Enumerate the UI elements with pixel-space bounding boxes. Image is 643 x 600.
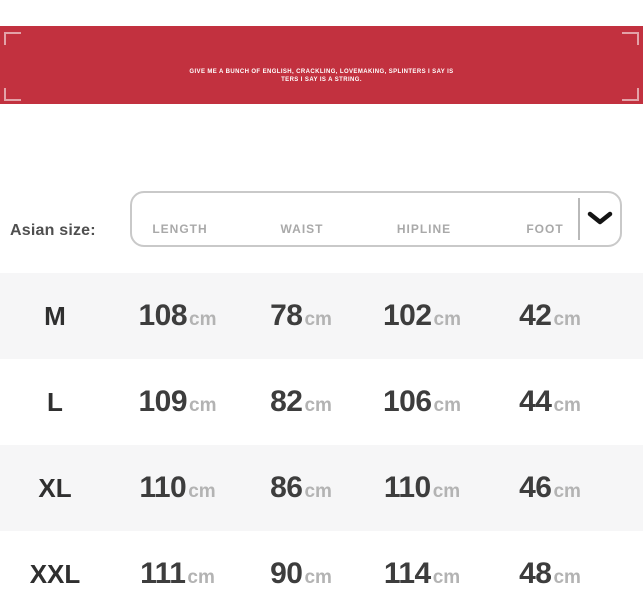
table-row-m: M 108 cm 78 cm 102 cm 42 cm xyxy=(0,273,643,359)
waist-cell: 86 cm xyxy=(245,471,357,505)
size-system-dropdown-button[interactable] xyxy=(580,193,620,245)
length-cell: 108 cm xyxy=(110,299,245,333)
hipline-cell: 102 cm xyxy=(357,299,487,333)
table-row-xl: XL 110 cm 86 cm 110 cm 46 cm xyxy=(0,445,643,531)
banner-text: GIVE ME A BUNCH OF ENGLISH, CRACKLING, L… xyxy=(0,68,643,84)
hipline-value: 102 xyxy=(382,299,432,332)
banner-text-line2: TERS I SAY IS A STRING. xyxy=(281,77,362,83)
unit-label: cm xyxy=(189,395,217,416)
hipline-cell: 110 cm xyxy=(357,471,487,505)
size-label: L xyxy=(47,386,63,417)
foot-cell: 42 cm xyxy=(487,299,613,333)
hipline-cell: 106 cm xyxy=(357,385,487,419)
unit-label: cm xyxy=(553,309,581,330)
header-divider xyxy=(578,198,580,240)
foot-value: 46 xyxy=(519,471,552,504)
hipline-value: 106 xyxy=(382,385,432,418)
crop-corner-icon xyxy=(4,32,21,45)
length-cell: 110 cm xyxy=(110,471,245,505)
waist-value: 78 xyxy=(270,299,303,332)
unit-label: cm xyxy=(189,309,217,330)
unit-label: cm xyxy=(188,481,216,502)
foot-cell: 48 cm xyxy=(487,557,613,591)
crop-corner-icon xyxy=(622,88,639,101)
size-cell: L xyxy=(0,387,110,418)
length-value: 110 xyxy=(139,471,187,504)
foot-cell: 44 cm xyxy=(487,385,613,419)
waist-value: 90 xyxy=(270,557,303,590)
asian-size-label: Asian size: xyxy=(10,222,96,239)
waist-value: 82 xyxy=(270,385,303,418)
unit-label: cm xyxy=(553,481,581,502)
foot-value: 48 xyxy=(519,557,552,590)
unit-label: cm xyxy=(553,567,581,588)
length-cell: 109 cm xyxy=(110,385,245,419)
hipline-value: 114 xyxy=(383,557,431,590)
length-cell: 111 cm xyxy=(110,557,245,591)
column-header-waist: WAIST xyxy=(280,222,324,236)
length-value: 108 xyxy=(138,299,188,332)
table-row-xxl: XXL 111 cm 90 cm 114 cm 48 cm xyxy=(0,531,643,600)
promo-banner: GIVE ME A BUNCH OF ENGLISH, CRACKLING, L… xyxy=(0,26,643,104)
unit-label: cm xyxy=(433,395,462,416)
size-label: XL xyxy=(38,472,72,503)
waist-value: 86 xyxy=(270,471,303,504)
unit-label: cm xyxy=(304,395,332,416)
column-header-length: LENGTH xyxy=(152,222,208,236)
waist-cell: 82 cm xyxy=(245,385,357,419)
column-header-hipline: HIPLINE xyxy=(396,222,452,236)
foot-value: 42 xyxy=(519,299,552,332)
hipline-value: 110 xyxy=(383,471,431,504)
size-cell: XXL xyxy=(0,559,110,590)
crop-corner-icon xyxy=(622,32,639,45)
column-header-foot: FOOT xyxy=(526,222,564,236)
unit-label: cm xyxy=(304,309,332,330)
size-cell: M xyxy=(0,301,110,332)
hipline-cell: 114 cm xyxy=(357,557,487,591)
length-value: 109 xyxy=(138,385,188,418)
unit-label: cm xyxy=(187,567,215,588)
waist-cell: 78 cm xyxy=(245,299,357,333)
unit-label: cm xyxy=(553,395,581,416)
unit-label: cm xyxy=(304,481,332,502)
unit-label: cm xyxy=(432,567,461,588)
foot-value: 44 xyxy=(519,385,552,418)
size-header-bar: LENGTH WAIST HIPLINE FOOT xyxy=(130,191,622,247)
foot-cell: 46 cm xyxy=(487,471,613,505)
chevron-down-icon xyxy=(587,211,613,228)
unit-label: cm xyxy=(304,567,332,588)
unit-label: cm xyxy=(432,481,461,502)
waist-cell: 90 cm xyxy=(245,557,357,591)
unit-label: cm xyxy=(433,309,462,330)
crop-frame xyxy=(4,32,639,101)
crop-corner-icon xyxy=(4,88,21,101)
banner-text-line1: GIVE ME A BUNCH OF ENGLISH, CRACKLING, L… xyxy=(189,69,454,75)
size-label: M xyxy=(44,300,66,331)
size-label: XXL xyxy=(29,558,81,589)
table-row-l: L 109 cm 82 cm 106 cm 44 cm xyxy=(0,359,643,445)
size-cell: XL xyxy=(0,473,110,504)
length-value: 111 xyxy=(140,557,186,590)
